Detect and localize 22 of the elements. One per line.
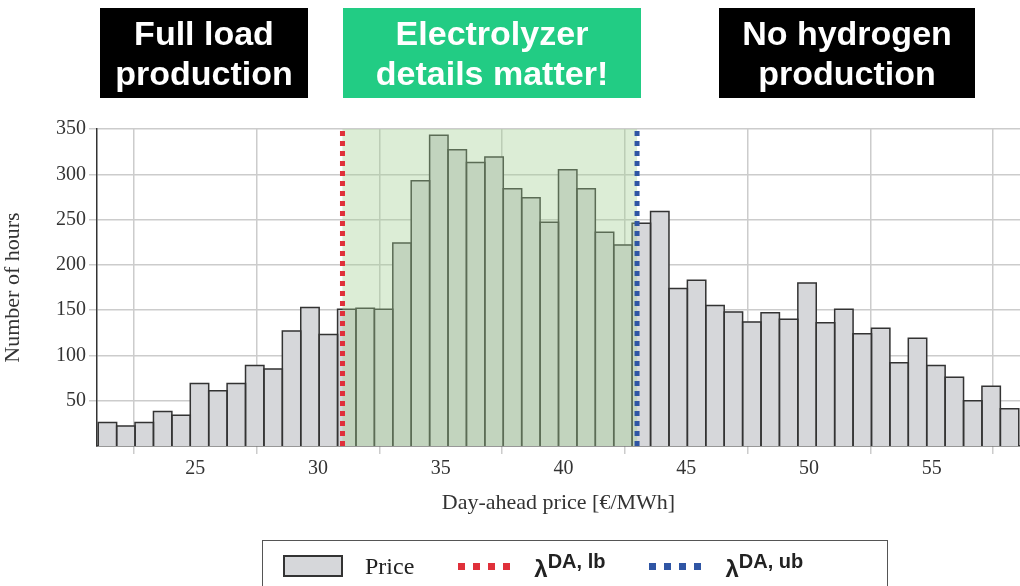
x-axis-title: Day-ahead price [€/MWh] — [441, 488, 676, 514]
x-tick-label: 45 — [676, 456, 697, 479]
x-tick-label: 50 — [798, 456, 819, 479]
x-tick-label: 30 — [307, 456, 328, 479]
text: Full load production — [100, 8, 308, 98]
legend-label: λ$^{DA, ub}$ — [725, 549, 804, 583]
legend-label: Price — [365, 552, 415, 580]
legend-label: λ$^{DA, lb}$ — [534, 549, 606, 583]
x-tick-label: 40 — [553, 456, 574, 479]
y-tick-label: 300 — [56, 161, 86, 184]
text: No hydrogen production — [719, 8, 975, 98]
y-tick-label: 250 — [56, 206, 86, 229]
y-tick-label: 150 — [56, 297, 86, 320]
y-axis-title: Number of hours — [0, 212, 24, 363]
x-tick-label: 25 — [185, 456, 206, 479]
y-tick-label: 350 — [56, 116, 86, 139]
x-tick-label: 35 — [430, 456, 451, 479]
y-tick-label: 200 — [56, 252, 86, 275]
x-tick-label: 55 — [921, 456, 942, 479]
y-tick-label: 50 — [66, 387, 86, 410]
text: Electrolyzer details matter! — [343, 8, 641, 98]
y-tick-label: 100 — [56, 342, 86, 365]
